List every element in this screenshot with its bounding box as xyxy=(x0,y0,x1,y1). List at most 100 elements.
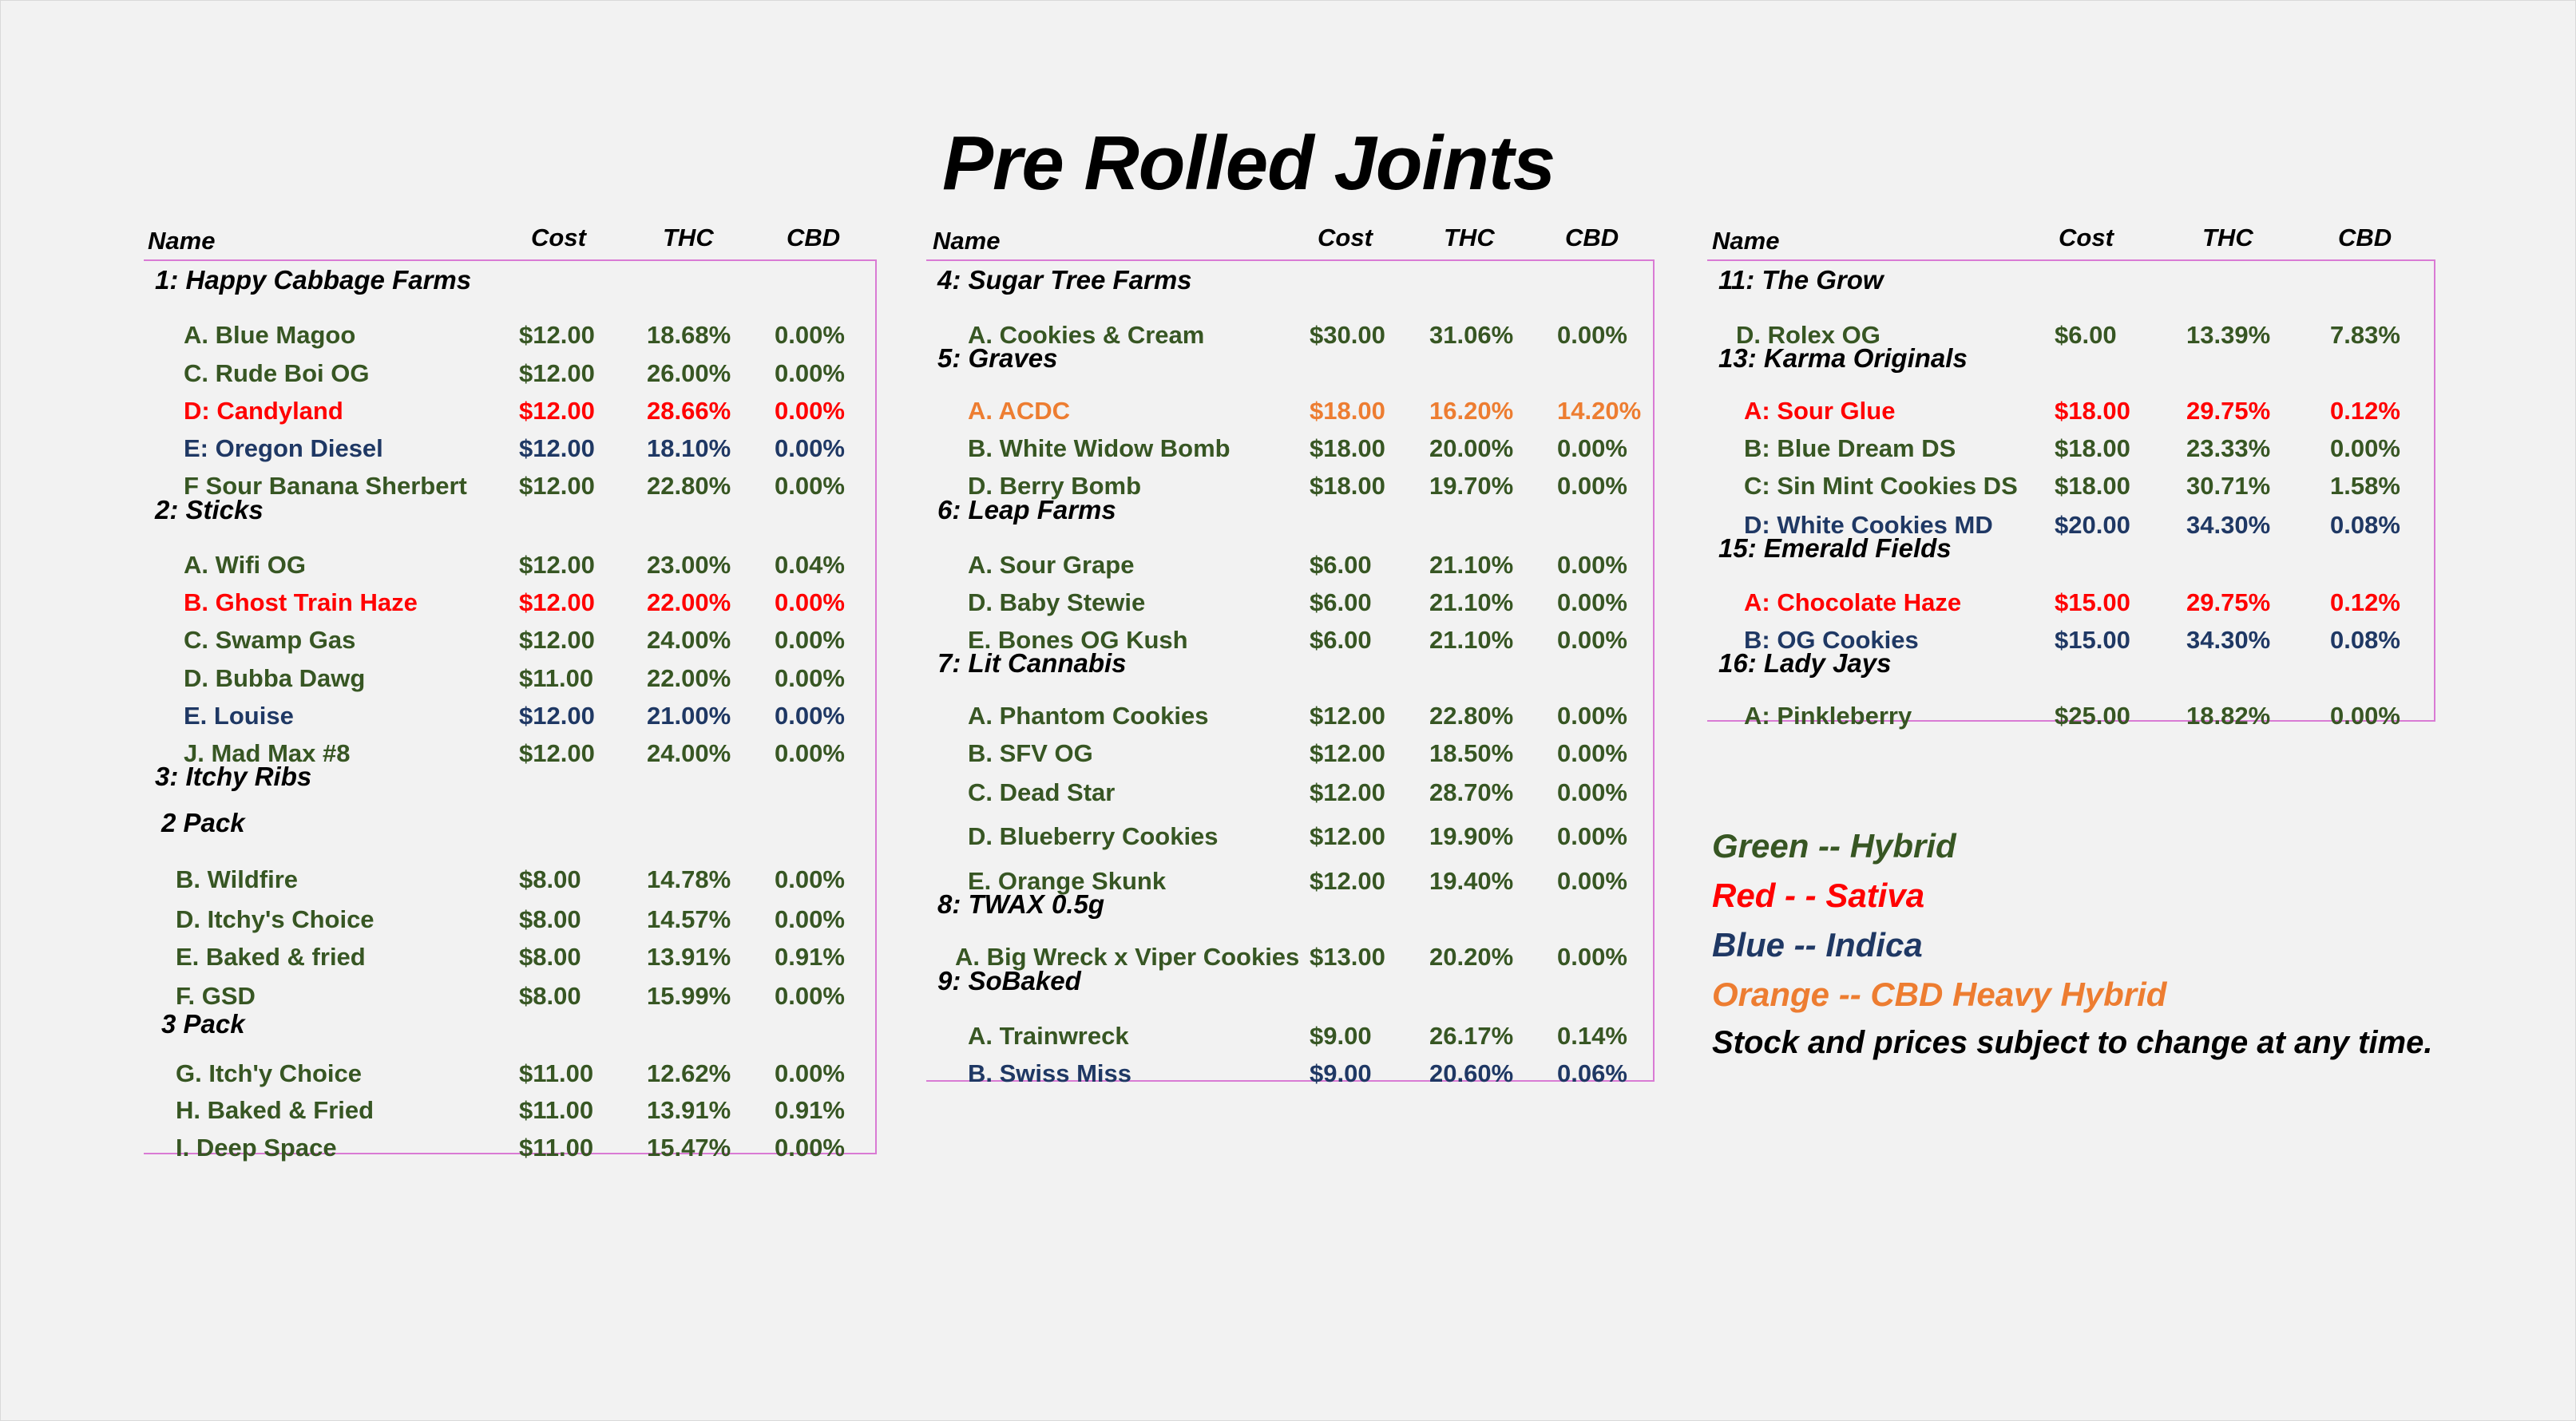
item-cbd: 0.00% xyxy=(1557,739,1627,767)
item-cost: $12.00 xyxy=(1310,739,1385,767)
group-title: 8: TWAX 0.5g xyxy=(937,889,1105,919)
group-title: 2: Sticks xyxy=(155,495,264,524)
item-cost: $18.00 xyxy=(1310,472,1385,500)
item-cbd: 0.00% xyxy=(1557,434,1627,462)
item-thc: 13.91% xyxy=(647,943,731,971)
item-name: G. Itch'y Choice xyxy=(176,1059,363,1087)
item-thc: 13.91% xyxy=(647,1096,731,1124)
item-thc: 18.82% xyxy=(2186,702,2271,730)
item-cbd: 7.83% xyxy=(2330,321,2400,349)
item-name: F Sour Banana Sherbert xyxy=(184,472,467,500)
table-row: A. Blue Magoo $12.00 18.68% 0.00% xyxy=(144,321,877,358)
item-thc: 34.30% xyxy=(2186,511,2271,539)
legend-item: Blue -- Indica xyxy=(1712,926,1923,964)
table-row: C. Rude Boi OG $12.00 26.00% 0.00% xyxy=(144,359,877,396)
item-cost: $18.00 xyxy=(1310,397,1385,425)
legend-item: Orange -- CBD Heavy Hybrid xyxy=(1712,976,2167,1013)
item-cbd: 0.00% xyxy=(775,397,845,425)
item-thc: 26.00% xyxy=(647,359,731,387)
item-name: D. Blueberry Cookies xyxy=(968,822,1219,850)
item-cbd: 0.00% xyxy=(775,434,845,462)
group-title: 9: SoBaked xyxy=(937,966,1081,995)
table-row: D. Itchy's Choice $8.00 14.57% 0.00% xyxy=(144,905,877,942)
item-cost: $18.00 xyxy=(2055,397,2130,425)
item-cost: $30.00 xyxy=(1310,321,1385,349)
item-cbd: 0.00% xyxy=(775,359,845,387)
table-row: I. Deep Space $11.00 15.47% 0.00% xyxy=(144,1134,877,1170)
item-cost: $8.00 xyxy=(519,905,581,933)
item-thc: 19.90% xyxy=(1429,822,1514,850)
table-row: D. Bubba Dawg $11.00 22.00% 0.00% xyxy=(144,664,877,701)
item-thc: 22.00% xyxy=(647,588,731,616)
item-cost: $11.00 xyxy=(519,1134,594,1162)
item-cost: $8.00 xyxy=(519,943,581,971)
item-cbd: 0.08% xyxy=(2330,511,2400,539)
item-cost: $12.00 xyxy=(519,397,595,425)
item-thc: 13.39% xyxy=(2186,321,2271,349)
item-cbd: 0.00% xyxy=(775,472,845,500)
item-name: A. Blue Magoo xyxy=(184,321,356,349)
table-row: D. Berry Bomb $18.00 19.70% 0.00% xyxy=(926,472,1655,509)
item-cost: $15.00 xyxy=(2055,588,2130,616)
table-row: B. Swiss Miss $9.00 20.60% 0.06% xyxy=(926,1059,1655,1096)
item-thc: 20.00% xyxy=(1429,434,1514,462)
header-name: Name xyxy=(933,227,1001,255)
item-cbd: 0.00% xyxy=(1557,472,1627,500)
group-title: 5: Graves xyxy=(937,343,1058,373)
item-cost: $15.00 xyxy=(2055,626,2130,654)
item-cbd: 0.00% xyxy=(1557,943,1627,971)
item-name: A: Pinkleberry xyxy=(1744,702,1912,730)
item-thc: 24.00% xyxy=(647,739,731,767)
item-cost: $9.00 xyxy=(1310,1022,1372,1050)
item-cbd: 0.00% xyxy=(775,702,845,730)
item-cost: $12.00 xyxy=(519,739,595,767)
table-row: J. Mad Max #8 $12.00 24.00% 0.00% xyxy=(144,739,877,776)
item-cost: $11.00 xyxy=(519,1096,594,1124)
group-title: 3 Pack xyxy=(161,1009,245,1039)
item-thc: 20.20% xyxy=(1429,943,1514,971)
item-cbd: 0.08% xyxy=(2330,626,2400,654)
item-name: D. Baby Stewie xyxy=(968,588,1146,616)
group-title: 4: Sugar Tree Farms xyxy=(937,265,1192,295)
table-row: E: Oregon Diesel $12.00 18.10% 0.00% xyxy=(144,434,877,471)
item-cbd: 0.91% xyxy=(775,1096,845,1124)
item-thc: 20.60% xyxy=(1429,1059,1514,1087)
item-name: C. Swamp Gas xyxy=(184,626,356,654)
item-name: J. Mad Max #8 xyxy=(184,739,351,767)
item-name: D. Bubba Dawg xyxy=(184,664,366,692)
item-name: E. Bones OG Kush xyxy=(968,626,1188,654)
item-name: D. Rolex OG xyxy=(1736,321,1880,349)
legend-item: Red - - Sativa xyxy=(1712,877,1925,914)
item-thc: 21.10% xyxy=(1429,626,1514,654)
item-cost: $12.00 xyxy=(519,359,595,387)
table-row: D. Rolex OG $6.00 13.39% 7.83% xyxy=(1707,321,2435,358)
item-thc: 15.47% xyxy=(647,1134,731,1162)
table-row: B: OG Cookies $15.00 34.30% 0.08% xyxy=(1707,626,2435,663)
table-row: C. Dead Star $12.00 28.70% 0.00% xyxy=(926,778,1655,815)
item-name: A: Chocolate Haze xyxy=(1744,588,1962,616)
header-cbd: CBD xyxy=(787,224,841,251)
table-row: E. Orange Skunk $12.00 19.40% 0.00% xyxy=(926,867,1655,904)
item-cbd: 0.00% xyxy=(775,739,845,767)
table-row: C: Sin Mint Cookies DS $18.00 30.71% 1.58% xyxy=(1707,472,2435,509)
item-thc: 21.10% xyxy=(1429,588,1514,616)
item-thc: 29.75% xyxy=(2186,588,2271,616)
item-cbd: 0.00% xyxy=(1557,822,1627,850)
item-thc: 22.80% xyxy=(1429,702,1514,730)
table-row: A. Phantom Cookies $12.00 22.80% 0.00% xyxy=(926,702,1655,738)
item-thc: 22.80% xyxy=(647,472,731,500)
group-title: 13: Karma Originals xyxy=(1718,343,1968,373)
item-cost: $8.00 xyxy=(519,982,581,1010)
group-title: 1: Happy Cabbage Farms xyxy=(155,265,472,295)
item-cbd: 0.00% xyxy=(1557,702,1627,730)
item-thc: 22.00% xyxy=(647,664,731,692)
table-row: A. ACDC $18.00 16.20% 14.20% xyxy=(926,397,1655,433)
item-thc: 18.50% xyxy=(1429,739,1514,767)
item-cbd: 0.00% xyxy=(775,1059,845,1087)
item-name: F. GSD xyxy=(176,982,256,1010)
item-thc: 28.66% xyxy=(647,397,731,425)
item-name: B. Wildfire xyxy=(176,865,299,893)
table-row: D: White Cookies MD $20.00 34.30% 0.08% xyxy=(1707,511,2435,548)
item-cost: $12.00 xyxy=(519,551,595,579)
item-thc: 28.70% xyxy=(1429,778,1514,806)
